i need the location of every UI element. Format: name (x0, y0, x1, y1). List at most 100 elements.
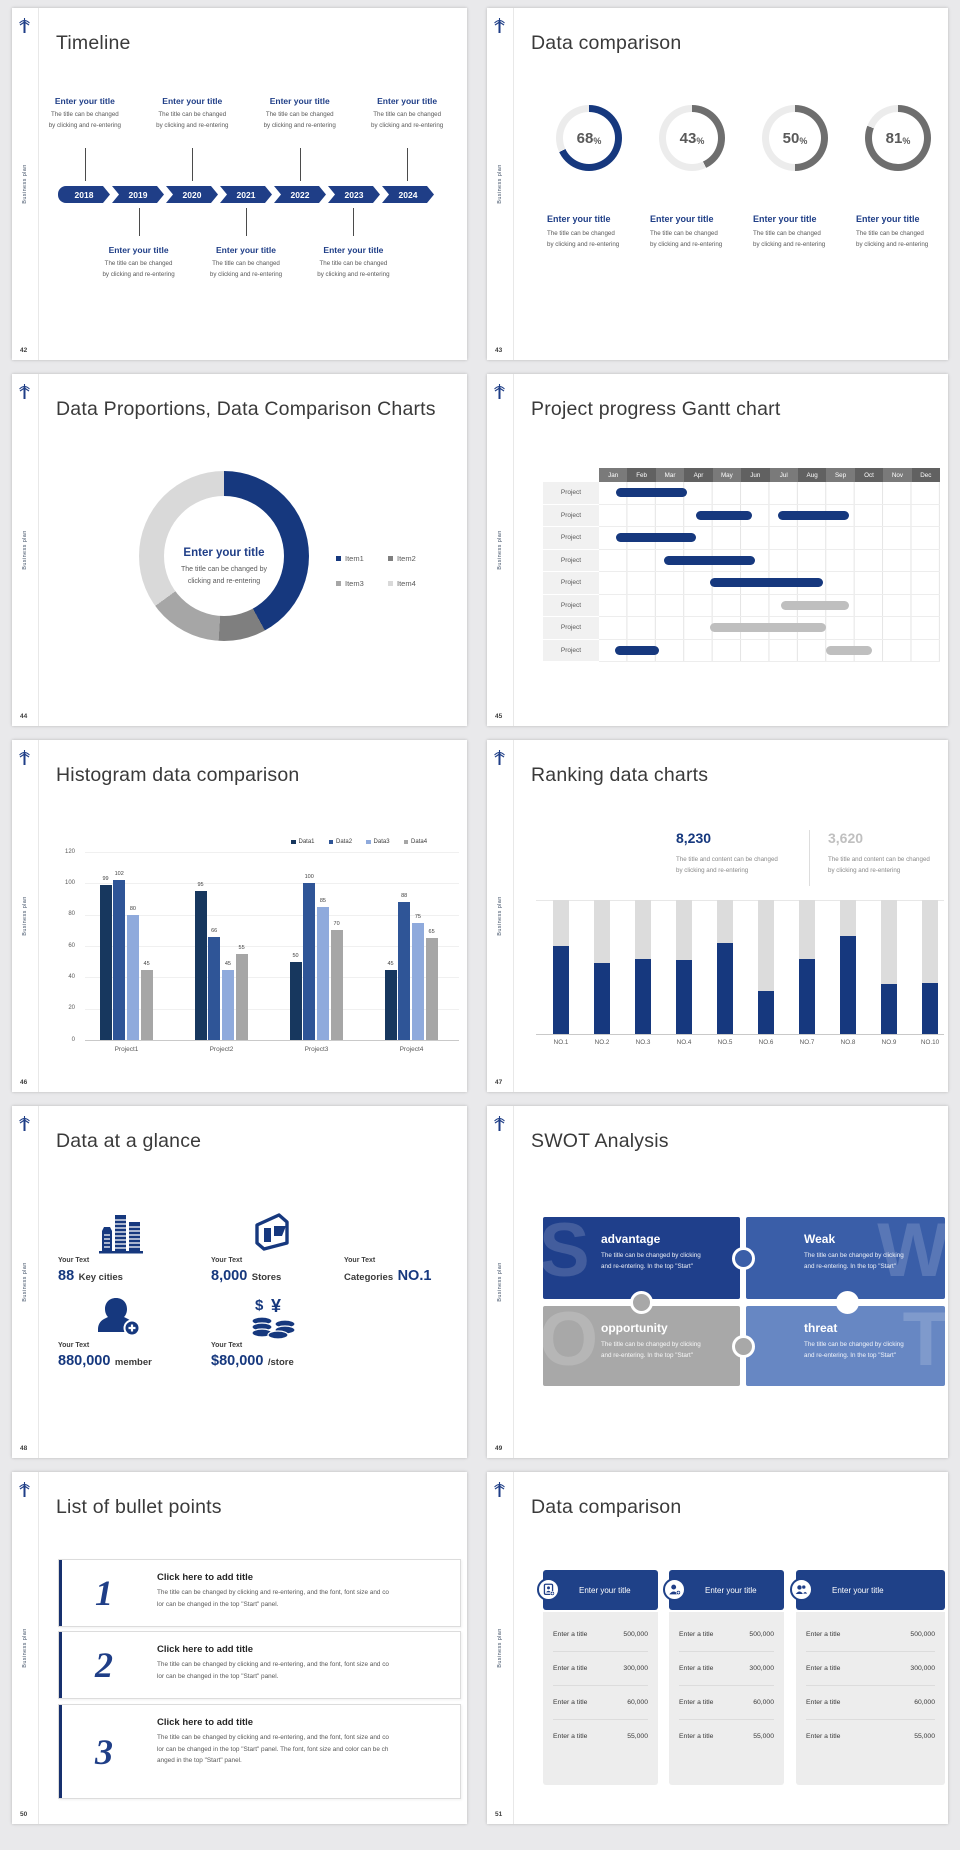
svg-text:¥: ¥ (271, 1296, 281, 1316)
histogram-bar (235, 953, 248, 1040)
timeline-connector (138, 208, 140, 236)
legend-swatch (388, 581, 393, 586)
gantt-row-cells (599, 504, 940, 527)
slide-title: Data at a glance (56, 1130, 202, 1152)
gantt-month-header: Jan Feb Mar Apr May Jun Jul Aug Sep Oct Nov Dec (543, 468, 941, 482)
desc-line: The title can be changed (373, 111, 442, 118)
swot-block-title: threat (804, 1321, 838, 1335)
stat-desc: The title and content can be changed by c… (676, 854, 826, 876)
bullet-list: 1 Click here to add title The title can be… (39, 1472, 467, 1824)
ring-caption: Enter your title The title can be changed… (753, 214, 857, 250)
slide-51-tables[interactable]: Business plan 51 Data comparison Enter yo… (487, 1472, 948, 1824)
bar-value-label: 95 (197, 882, 204, 889)
timeline-connector (84, 148, 86, 181)
gridline (85, 883, 459, 885)
stat-number: $80,000 (211, 1353, 264, 1369)
page-number: 47 (495, 1079, 503, 1086)
timeline-item: Enter your title The title can be changed… (355, 96, 459, 132)
donut-hole (164, 496, 284, 616)
histogram-bar (425, 938, 438, 1040)
puzzle-knob (629, 1291, 653, 1314)
body-line: The title can be changed by clicking and… (157, 1734, 389, 1741)
bullet-number: 1 (95, 1573, 113, 1613)
bar-value-label: 102 (114, 871, 124, 878)
ring-caption-title: Enter your title (650, 214, 714, 224)
desc-line: by clicking and re-entering (317, 270, 390, 278)
slide-50-bullets[interactable]: Business plan 50 List of bullet points 1 C… (12, 1472, 467, 1824)
ring-charts: 68% Enter your title The title can be chan… (514, 8, 948, 360)
percent-sign: % (696, 135, 705, 146)
timeline-band: 2018 2019 2020 2021 2022 2023 2024 (58, 186, 434, 203)
gantt-row-cells (599, 639, 940, 662)
ring-caption: Enter your title The title can be changed… (856, 214, 948, 250)
slide-48-glance[interactable]: Business plan 48 Data at a glance Your Te… (12, 1106, 467, 1458)
coins-icon: $ ¥ (251, 1296, 297, 1345)
timeline-connector (407, 148, 409, 181)
table-header-title: Enter your title (579, 1585, 631, 1595)
gantt-month-cell: Feb (627, 468, 656, 482)
sidebar-vertical-label: Business plan (22, 896, 28, 936)
gantt-month-cell: Mar (655, 468, 685, 482)
page-number: 48 (20, 1445, 28, 1452)
timeline-year-chip: 2021 (220, 186, 272, 203)
histogram-bar (99, 884, 112, 1040)
table-header: Enter your title (663, 1570, 784, 1610)
slide-title: Data Proportions, Data Comparison Charts (56, 398, 436, 420)
desc-line: The title can be changed by clicking (804, 1252, 904, 1259)
slide-47-ranking[interactable]: Business plan 47 Ranking data charts 8,23… (487, 740, 948, 1092)
page-number: 50 (20, 1811, 28, 1818)
ring-caption-desc: The title can be changed by clicking and … (856, 228, 948, 250)
desc-line: by clicking and re-entering (102, 270, 175, 278)
stat-unit: Key cities (78, 1272, 123, 1283)
gantt-row-label: Project (543, 617, 599, 640)
gantt-header-spacer (543, 468, 599, 482)
slide-46-histogram[interactable]: Business plan 46 Histogram data compariso… (12, 740, 467, 1092)
slide-42-timeline[interactable]: Business plan 42 Timeline 2018 2019 2020 202… (12, 8, 467, 360)
stat-divider (809, 830, 810, 886)
stat-unit: Stores (251, 1272, 282, 1283)
timeline-connector (299, 148, 301, 181)
histogram-bar (411, 922, 425, 1040)
ranking-bar-track (840, 900, 856, 1034)
legend-label: Item3 (345, 579, 364, 588)
bar-value-label: 75 (414, 913, 421, 920)
row-label: Enter a title (553, 1733, 588, 1740)
legend-item: Item3 (336, 579, 388, 588)
slide-45-gantt[interactable]: Business plan 45 Project progress Gantt c… (487, 374, 948, 726)
gridline (85, 977, 459, 979)
desc-line: The title and content can be changed (828, 856, 930, 863)
ring-caption-desc: The title can be changed by clicking and … (753, 228, 857, 250)
stat-item: Your Text 8,000 Stores (211, 1209, 361, 1293)
gantt-bar (778, 510, 850, 520)
row-value: 60,000 (627, 1699, 648, 1706)
slide-43-data-comparison[interactable]: Business plan 43 Data comparison 68% Enter… (487, 8, 948, 360)
bar-value-label: 80 (129, 905, 136, 912)
timeline-item: Enter your title The title can be changed… (248, 96, 352, 132)
histogram-chart: 120 100 80 60 40 20 0 Data1 Data2 Data3 Data4 99 102… (39, 740, 467, 1092)
timeline-item-desc: The title can be changed by clicking and … (140, 110, 244, 132)
gantt-row-label: Project (543, 549, 599, 572)
histogram-bar (398, 902, 411, 1040)
percent-sign: % (593, 135, 602, 146)
stat-item: Your Text 88 Key cities (58, 1209, 208, 1293)
sidebar-vertical-label: Business plan (497, 1628, 503, 1668)
page-number: 46 (20, 1079, 28, 1086)
slide-44-proportions[interactable]: Business plan 44 Data Proportions, Data C… (12, 374, 467, 726)
legend-swatch (388, 556, 393, 561)
ranking-bar-track (553, 900, 569, 1034)
table-header: Enter your title (537, 1570, 658, 1610)
stat-value: Categories NO.1 (344, 1267, 431, 1285)
slide-side-rail: Business plan 43 (487, 8, 514, 360)
desc-line: and re-entering. In the top "Start" (804, 1263, 896, 1271)
bullet-title: Click here to add title (157, 1717, 254, 1728)
ranking-bar-fill (717, 942, 733, 1034)
stat-label: Your Text (58, 1257, 90, 1264)
row-label: Enter a title (679, 1699, 714, 1706)
histogram-bar (194, 891, 207, 1040)
gantt-row-label: Project (543, 504, 599, 527)
ring-hole (769, 112, 821, 164)
table-header: Enter your title (790, 1570, 945, 1610)
row-label: Enter a title (679, 1733, 714, 1740)
